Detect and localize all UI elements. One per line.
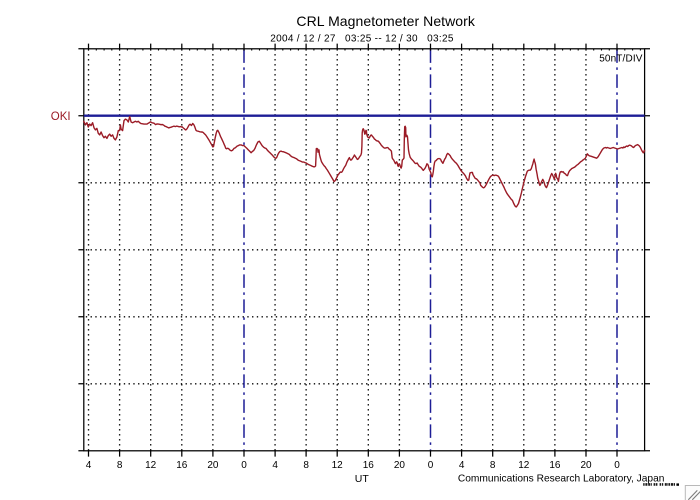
svg-text:4: 4 xyxy=(272,460,278,471)
svg-text:4: 4 xyxy=(459,460,465,471)
svg-text:OKI: OKI xyxy=(51,111,71,123)
svg-text:50nT/DIV: 50nT/DIV xyxy=(599,54,643,65)
svg-text:8: 8 xyxy=(490,460,496,471)
svg-text:CRL Magnetometer Network: CRL Magnetometer Network xyxy=(296,13,476,29)
svg-text:12: 12 xyxy=(145,460,157,471)
svg-text:16: 16 xyxy=(363,460,375,471)
svg-text:20: 20 xyxy=(394,460,406,471)
svg-text:UT: UT xyxy=(355,473,370,485)
svg-text:20: 20 xyxy=(207,460,219,471)
svg-text:16: 16 xyxy=(549,460,561,471)
svg-text:12: 12 xyxy=(518,460,530,471)
svg-text:0: 0 xyxy=(614,460,620,471)
svg-text:2004 / 12 / 27 03:25 -- 12 /: 2004 / 12 / 27 03:25 -- 12 / 30 03:25 xyxy=(270,34,454,45)
svg-text:16: 16 xyxy=(176,460,188,471)
svg-text:8: 8 xyxy=(303,460,309,471)
svg-text:Communications Research Labora: Communications Research Laboratory, Japa… xyxy=(458,473,665,484)
svg-text:0: 0 xyxy=(241,460,247,471)
svg-text:0: 0 xyxy=(428,460,434,471)
svg-text:4: 4 xyxy=(86,460,92,471)
svg-text:8: 8 xyxy=(117,460,123,471)
svg-text:20: 20 xyxy=(580,460,592,471)
svg-text:12: 12 xyxy=(332,460,344,471)
